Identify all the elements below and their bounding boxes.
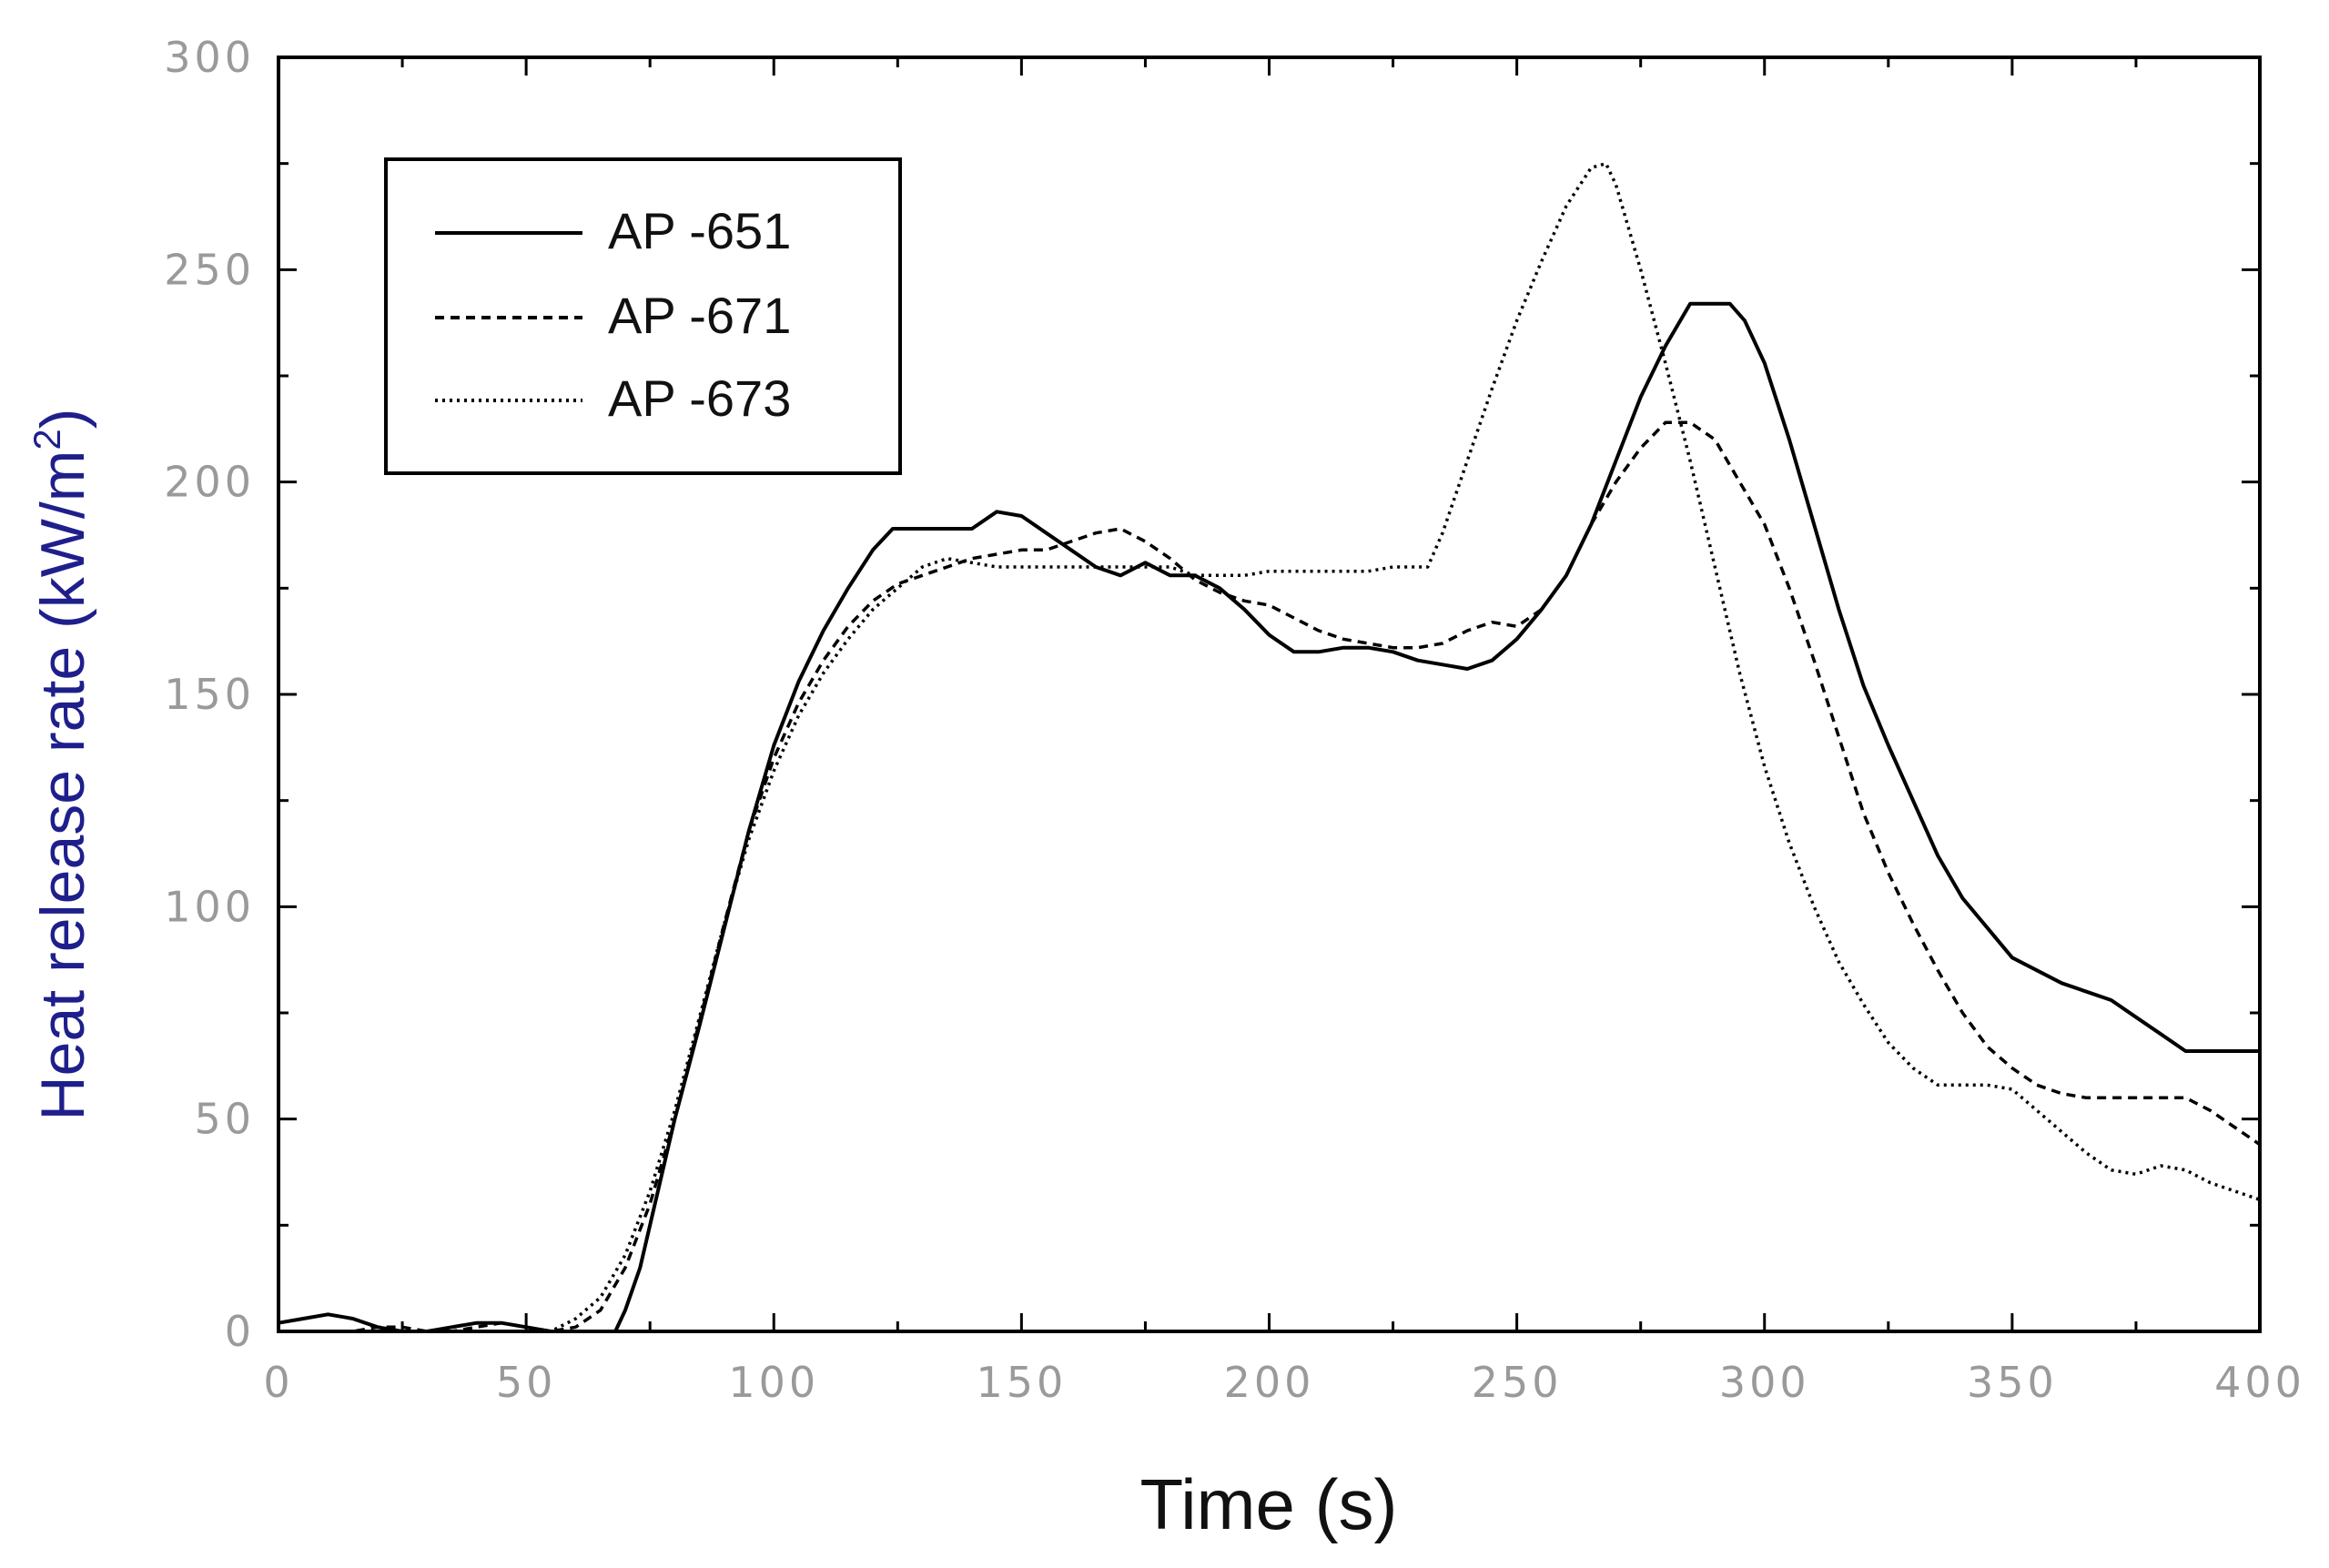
- y-axis-title-main: Heat release rate (kW/m: [28, 450, 97, 1121]
- x-tick-label: 50: [496, 1358, 557, 1407]
- legend-label-ap651: AP -651: [608, 202, 791, 259]
- y-tick-label: 300: [164, 33, 255, 82]
- x-tick-label: 150: [976, 1358, 1067, 1407]
- y-tick-label: 50: [194, 1095, 255, 1144]
- x-tick-label: 200: [1224, 1358, 1315, 1407]
- y-tick-label: 250: [164, 245, 255, 294]
- y-tick-label: 200: [164, 458, 255, 507]
- y-axis-title: Heat release rate (kW/m2): [25, 409, 97, 1121]
- y-axis-title-close: ): [28, 409, 97, 430]
- series-line-ap671: [278, 420, 2261, 1333]
- x-axis-title: Time (s): [1139, 1464, 1397, 1544]
- plot-frame: [277, 56, 2262, 1333]
- y-tick-label: 100: [164, 882, 255, 931]
- x-tick-label: 300: [1719, 1358, 1810, 1407]
- series-line-ap673: [278, 161, 2261, 1333]
- x-tick-label: 100: [728, 1358, 819, 1407]
- tick-layer: 0 50 100 150 200 250 300 350 400 0 50 100 150 200 250 3…: [164, 33, 2305, 1407]
- x-tick-label: 350: [1967, 1358, 2058, 1407]
- y-axis-title-superscript: 2: [25, 429, 68, 450]
- y-tick-label: 150: [164, 670, 255, 719]
- x-tick-label: 250: [1472, 1358, 1563, 1407]
- x-tick-label: 0: [263, 1358, 293, 1407]
- legend: AP -651 AP -671 AP -673: [384, 157, 902, 475]
- legend-label-ap671: AP -671: [608, 287, 791, 344]
- x-tick-label: 400: [2214, 1358, 2305, 1407]
- y-tick-label: 0: [225, 1307, 255, 1356]
- legend-label-ap673: AP -673: [608, 369, 791, 427]
